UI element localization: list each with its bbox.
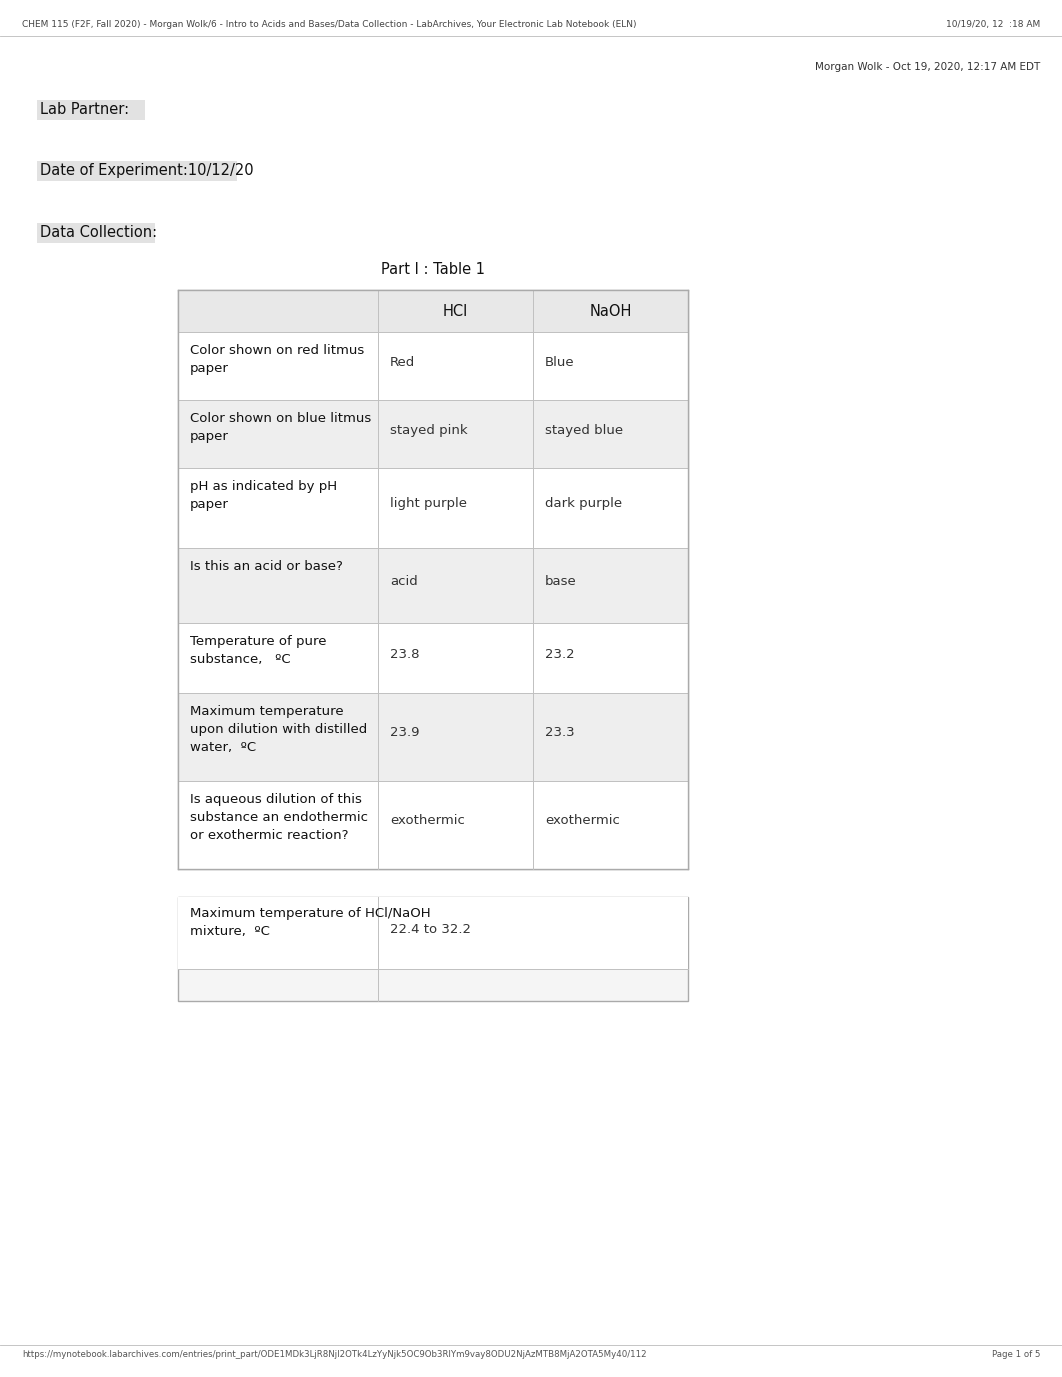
FancyBboxPatch shape (178, 622, 688, 693)
Text: Is this an acid or base?: Is this an acid or base? (190, 560, 343, 573)
Text: 23.9: 23.9 (390, 726, 419, 739)
Text: pH as indicated by pH
paper: pH as indicated by pH paper (190, 481, 337, 511)
Text: Blue: Blue (545, 357, 575, 369)
Text: exothermic: exothermic (545, 814, 620, 828)
Text: Color shown on blue litmus
paper: Color shown on blue litmus paper (190, 412, 372, 443)
Text: HCl: HCl (443, 303, 468, 318)
FancyBboxPatch shape (178, 896, 688, 969)
Text: Color shown on red litmus
paper: Color shown on red litmus paper (190, 344, 364, 375)
Text: Part I : Table 1: Part I : Table 1 (381, 262, 485, 277)
FancyBboxPatch shape (178, 291, 688, 869)
Text: base: base (545, 576, 577, 588)
FancyBboxPatch shape (178, 896, 688, 1001)
Text: NaOH: NaOH (589, 303, 632, 318)
Text: stayed pink: stayed pink (390, 424, 467, 437)
Text: Red: Red (390, 357, 415, 369)
FancyBboxPatch shape (37, 223, 155, 242)
Text: 22.4 to 32.2: 22.4 to 32.2 (390, 923, 472, 936)
FancyBboxPatch shape (178, 399, 688, 468)
Text: Temperature of pure
substance,   ºC: Temperature of pure substance, ºC (190, 635, 326, 666)
Text: 10/19/20, 12  :18 AM: 10/19/20, 12 :18 AM (946, 21, 1040, 29)
FancyBboxPatch shape (178, 548, 688, 622)
Text: stayed blue: stayed blue (545, 424, 623, 437)
Text: 23.3: 23.3 (545, 726, 575, 739)
Text: Page 1 of 5: Page 1 of 5 (992, 1349, 1040, 1359)
Text: dark purple: dark purple (545, 497, 622, 511)
Text: Maximum temperature of HCl/NaOH
mixture,  ºC: Maximum temperature of HCl/NaOH mixture,… (190, 907, 430, 938)
FancyBboxPatch shape (178, 468, 688, 548)
Text: https://mynotebook.labarchives.com/entries/print_part/ODE1MDk3LjR8NjI2OTk4LzYyNj: https://mynotebook.labarchives.com/entri… (22, 1349, 647, 1359)
Text: exothermic: exothermic (390, 814, 465, 828)
Text: Is aqueous dilution of this
substance an endothermic
or exothermic reaction?: Is aqueous dilution of this substance an… (190, 793, 369, 841)
Text: Date of Experiment:10/12/20: Date of Experiment:10/12/20 (40, 162, 254, 178)
FancyBboxPatch shape (178, 693, 688, 781)
FancyBboxPatch shape (178, 781, 688, 869)
FancyBboxPatch shape (178, 332, 688, 399)
Text: Lab Partner:: Lab Partner: (40, 102, 130, 117)
Text: acid: acid (390, 576, 417, 588)
FancyBboxPatch shape (37, 161, 237, 180)
Text: 23.8: 23.8 (390, 649, 419, 661)
Text: 23.2: 23.2 (545, 649, 575, 661)
Text: CHEM 115 (F2F, Fall 2020) - Morgan Wolk/6 - Intro to Acids and Bases/Data Collec: CHEM 115 (F2F, Fall 2020) - Morgan Wolk/… (22, 21, 636, 29)
Text: Maximum temperature
upon dilution with distilled
water,  ºC: Maximum temperature upon dilution with d… (190, 705, 367, 755)
FancyBboxPatch shape (37, 101, 145, 120)
Text: Data Collection:: Data Collection: (40, 224, 157, 240)
Text: light purple: light purple (390, 497, 467, 511)
Text: Morgan Wolk - Oct 19, 2020, 12:17 AM EDT: Morgan Wolk - Oct 19, 2020, 12:17 AM EDT (815, 62, 1040, 72)
FancyBboxPatch shape (178, 291, 688, 332)
